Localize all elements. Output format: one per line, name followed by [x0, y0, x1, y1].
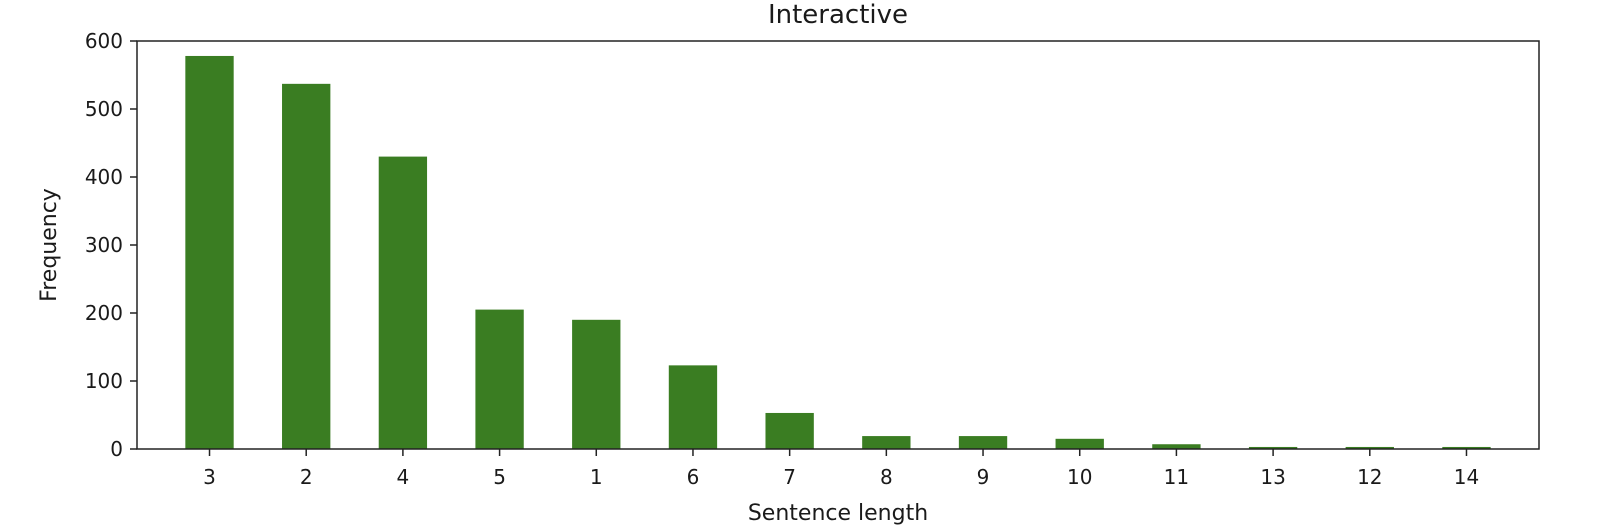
x-tick-label: 14	[1454, 465, 1479, 489]
x-tick-label: 12	[1357, 465, 1382, 489]
chart-title: Interactive	[768, 0, 908, 30]
bars-group	[185, 55, 1491, 450]
x-tick-label: 4	[397, 465, 410, 489]
bar-3	[185, 55, 234, 450]
bar-14	[1442, 446, 1491, 449]
y-tick-label: 400	[85, 165, 123, 189]
x-tick-label: 8	[880, 465, 893, 489]
x-tick-label: 10	[1067, 465, 1092, 489]
bar-12	[1345, 446, 1394, 449]
y-axis-label: Frequency	[37, 188, 62, 302]
y-tick-label: 0	[110, 437, 123, 461]
x-tick-label: 7	[783, 465, 796, 489]
bar-5	[475, 309, 524, 449]
x-tick-label: 1	[590, 465, 603, 489]
x-tick-label: 2	[300, 465, 313, 489]
y-tick-label: 500	[85, 97, 123, 121]
y-tick-label: 200	[85, 301, 123, 325]
y-axis-ticks: 0 100 200 300 400 500 600	[85, 29, 137, 461]
bar-6	[668, 365, 718, 449]
x-tick-label: 9	[977, 465, 990, 489]
x-tick-label: 6	[687, 465, 700, 489]
y-tick-label: 600	[85, 29, 123, 53]
bar-9	[958, 436, 1008, 449]
bar-2	[282, 83, 331, 449]
plot-frame	[136, 40, 1540, 450]
x-axis-ticks: 3 2 4 5 1 6 7 8 9 10 11 13 12 14	[203, 449, 1479, 489]
bar-10	[1055, 438, 1104, 449]
y-tick-label: 100	[85, 369, 123, 393]
bar-1	[572, 319, 621, 449]
bar-13	[1248, 446, 1298, 449]
x-tick-label: 5	[493, 465, 506, 489]
y-tick-label: 300	[85, 233, 123, 257]
x-tick-label: 3	[203, 465, 216, 489]
x-tick-label: 11	[1164, 465, 1189, 489]
x-axis-label: Sentence length	[748, 501, 928, 526]
x-tick-label: 13	[1260, 465, 1285, 489]
bar-8	[862, 436, 911, 449]
bar-7	[765, 412, 814, 449]
bar-4	[378, 156, 428, 449]
bar-11	[1152, 444, 1201, 449]
